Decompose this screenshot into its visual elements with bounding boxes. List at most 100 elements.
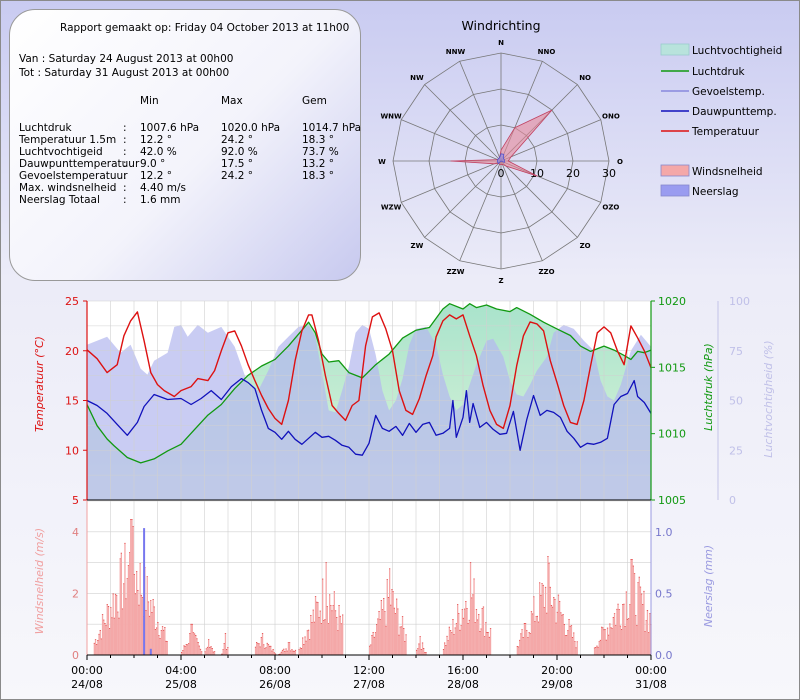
- wind-bar: [558, 595, 559, 655]
- wind-bar: [596, 646, 597, 655]
- wind-bar: [226, 649, 227, 655]
- wind-bar: [299, 650, 300, 655]
- wind-bar: [486, 632, 487, 655]
- wind-bar: [285, 649, 286, 655]
- wind-bar: [373, 632, 374, 655]
- wind-bar: [545, 587, 546, 655]
- wind-bar: [140, 564, 141, 655]
- wind-bar: [227, 648, 228, 656]
- wind-bar: [208, 640, 209, 655]
- wind-tick-label: 0: [72, 649, 79, 662]
- wind-bar: [646, 621, 647, 655]
- wind-bar: [102, 615, 103, 656]
- wind-bar: [210, 647, 211, 655]
- wind-bar: [530, 633, 531, 655]
- wind-bar: [641, 594, 642, 655]
- wind-bar: [131, 520, 132, 656]
- wind-bar: [518, 647, 519, 655]
- wind-bar: [287, 651, 288, 655]
- wind-bar: [603, 630, 604, 655]
- wind-bar: [261, 637, 262, 655]
- wind-bar: [195, 635, 196, 655]
- wind-bar: [342, 615, 343, 655]
- wind-bar: [478, 614, 479, 655]
- wind-bar: [615, 626, 616, 655]
- wind-bar: [147, 577, 148, 655]
- wind-bar: [601, 627, 602, 655]
- wind-bar: [118, 618, 119, 655]
- x-tick-time: 08:00: [259, 664, 291, 677]
- wind-bar: [387, 580, 388, 656]
- wind-bar: [637, 583, 638, 655]
- wind-bar: [303, 644, 304, 655]
- wind-bar: [620, 626, 621, 655]
- wind-bar: [257, 644, 258, 655]
- wind-bar: [291, 650, 292, 655]
- wind-bar: [570, 626, 571, 655]
- wind-bar: [320, 611, 321, 655]
- wind-bar: [573, 633, 574, 655]
- wind-bar: [316, 602, 317, 655]
- wind-axis-title: Windsnelheid (m/s): [33, 528, 46, 634]
- wind-bar: [190, 624, 191, 655]
- wind-bar: [121, 553, 122, 655]
- wind-bar: [313, 610, 314, 655]
- wind-bar: [456, 624, 457, 656]
- wind-bar: [553, 597, 554, 655]
- wind-bar: [317, 603, 318, 655]
- wind-bar: [517, 646, 518, 655]
- wind-bar: [94, 643, 95, 655]
- wind-bar: [416, 650, 417, 655]
- wind-bar: [116, 596, 117, 655]
- wind-bar: [605, 630, 606, 655]
- wind-bar: [599, 642, 600, 655]
- wind-bar: [187, 645, 188, 655]
- wind-bar: [383, 598, 384, 655]
- wind-bar: [527, 638, 528, 655]
- wind-bar: [282, 650, 283, 655]
- wind-bar: [629, 605, 630, 655]
- wind-bar: [531, 612, 532, 655]
- wind-bar: [648, 633, 649, 655]
- wind-bar: [477, 620, 478, 655]
- wind-bar: [556, 623, 557, 655]
- x-tick-date: 31/08: [635, 678, 667, 691]
- wind-bar: [327, 607, 328, 655]
- wind-bar: [141, 595, 142, 655]
- wind-bar: [374, 637, 375, 655]
- wind-bar: [469, 620, 470, 655]
- x-tick-date: 25/08: [165, 678, 197, 691]
- wind-bar: [532, 614, 533, 655]
- wind-bar: [421, 649, 422, 655]
- wind-bar: [133, 527, 134, 655]
- wind-bar: [453, 635, 454, 655]
- wind-bar: [636, 626, 637, 655]
- wind-bar: [262, 633, 263, 655]
- wind-bar: [420, 637, 421, 656]
- wind-bar: [459, 630, 460, 655]
- wind-bar: [150, 601, 151, 655]
- wind-bar: [634, 574, 635, 655]
- wind-bar: [393, 592, 394, 655]
- wind-bar: [595, 647, 596, 655]
- wind-bar: [472, 595, 473, 655]
- wind-tick-label: 4: [72, 526, 79, 539]
- wind-bar: [294, 651, 295, 655]
- wind-bar: [265, 648, 266, 655]
- wind-bar: [111, 618, 112, 655]
- wind-bar: [418, 644, 419, 655]
- wind-bar: [614, 614, 615, 655]
- wind-bar: [475, 623, 476, 656]
- wind-bar: [464, 609, 465, 655]
- wind-bar: [395, 614, 396, 656]
- wind-bar: [642, 604, 643, 655]
- wind-bar: [455, 628, 456, 655]
- wind-bar: [540, 595, 541, 655]
- wind-bar: [268, 645, 269, 655]
- pressure-tick-label: 1010: [658, 428, 686, 441]
- wind-bar: [628, 619, 629, 655]
- wind-bar: [334, 592, 335, 655]
- wind-bar: [289, 643, 290, 655]
- wind-bar: [189, 633, 190, 655]
- wind-bar: [369, 646, 370, 655]
